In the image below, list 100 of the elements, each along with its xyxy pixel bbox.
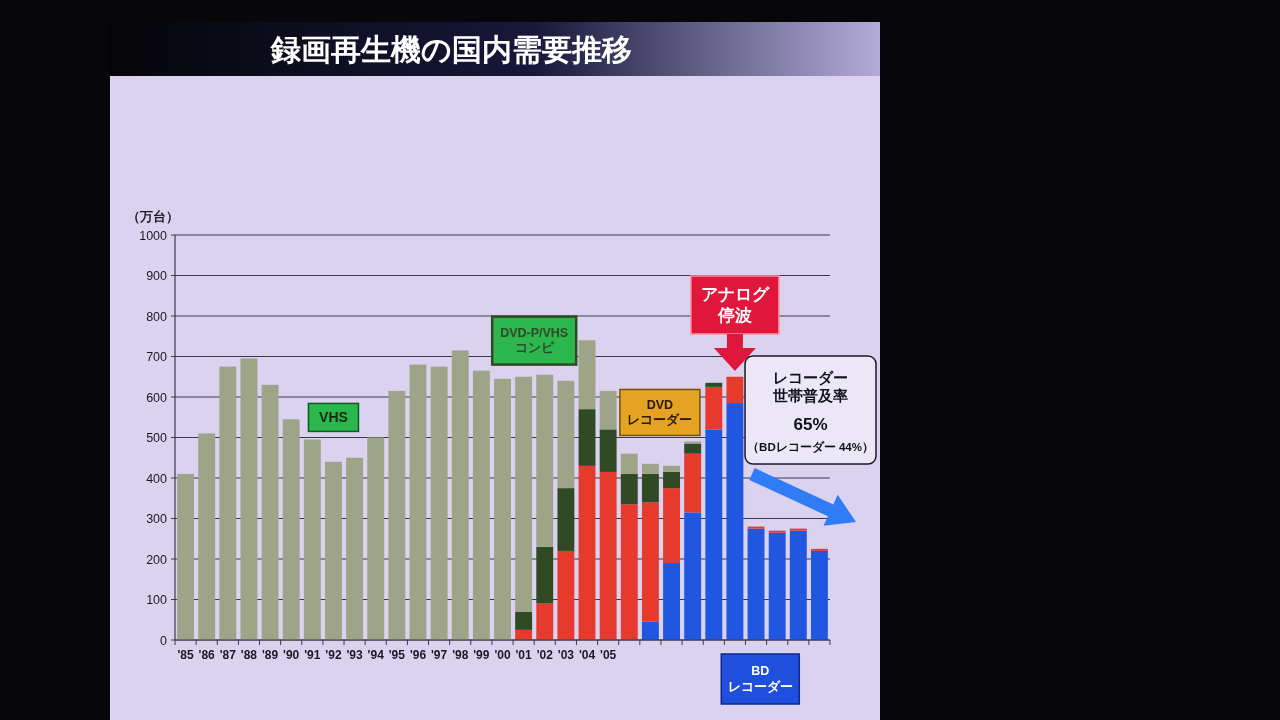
bar — [684, 512, 702, 640]
bar — [536, 546, 554, 604]
bar — [768, 532, 786, 640]
bar — [557, 488, 575, 551]
bar — [599, 390, 617, 430]
series-label: DVD レコーダー — [627, 397, 693, 428]
bar — [536, 603, 554, 640]
bar — [409, 364, 427, 640]
bar — [388, 390, 406, 640]
x-tick-label: '01 — [515, 648, 533, 662]
bar — [515, 611, 533, 630]
x-tick-label: '96 — [409, 648, 427, 662]
bar — [747, 528, 765, 640]
bar — [261, 384, 279, 640]
bar — [726, 376, 744, 404]
bar — [747, 526, 765, 529]
bar — [684, 443, 702, 454]
bar — [663, 488, 680, 564]
bar — [472, 370, 490, 640]
bar — [177, 473, 195, 640]
y-tick-label: 200 — [146, 552, 168, 567]
bar — [684, 453, 702, 513]
x-tick-label: '03 — [557, 648, 575, 662]
bar — [303, 439, 321, 640]
bar — [515, 376, 533, 612]
bar — [282, 419, 300, 640]
annotation: レコーダー世帯普及率 — [772, 369, 848, 404]
bar — [620, 504, 638, 640]
bar — [494, 378, 511, 640]
text: DVD-P/VHS コンビ — [500, 325, 569, 356]
bar — [367, 437, 385, 640]
y-tick-label: 1000 — [139, 228, 168, 243]
bar — [641, 502, 659, 622]
x-tick-label: '00 — [494, 648, 511, 662]
x-tick-label: '95 — [388, 648, 406, 662]
bar — [240, 358, 258, 640]
bar — [599, 471, 617, 640]
annotation: （BDレコーダー 44%） — [747, 439, 874, 454]
bar — [219, 366, 237, 640]
bar — [663, 465, 680, 472]
x-tick-label: '94 — [367, 648, 385, 662]
annotation: アナログ停波 — [700, 284, 770, 326]
y-tick-label: 100 — [146, 593, 168, 607]
bar — [789, 530, 807, 640]
bar — [430, 366, 448, 640]
x-tick-label: '99 — [473, 648, 490, 662]
bar — [557, 550, 575, 640]
bar — [641, 473, 659, 503]
bar — [663, 471, 680, 489]
bar — [768, 530, 786, 533]
bar — [620, 473, 638, 505]
bar — [663, 563, 680, 640]
x-tick-label: '92 — [325, 648, 342, 662]
bar — [578, 465, 596, 640]
bar — [641, 621, 659, 640]
y-tick-label: 700 — [146, 350, 168, 364]
y-tick-label: 900 — [146, 269, 168, 283]
series-label: VHS — [319, 408, 348, 425]
bar — [198, 433, 216, 640]
bar — [599, 429, 617, 472]
bar — [705, 429, 723, 640]
bar — [810, 548, 828, 551]
bar — [620, 453, 638, 474]
x-tick-label: '91 — [304, 648, 321, 662]
y-tick-label: 600 — [146, 390, 168, 405]
y-axis-title: （万台） — [127, 209, 179, 225]
bar — [578, 409, 596, 466]
annotation: 65% — [793, 414, 828, 434]
y-tick-label: 500 — [146, 431, 168, 445]
x-tick-label: '04 — [578, 648, 596, 662]
bar — [705, 382, 723, 387]
series-label: BD レコーダー — [727, 664, 793, 694]
chart-title: 録画再生機の国内需要推移 — [269, 32, 632, 66]
bar — [684, 441, 702, 444]
bar — [789, 528, 807, 531]
x-tick-label: '02 — [536, 648, 554, 662]
bar — [346, 457, 364, 640]
bar — [641, 463, 659, 474]
x-tick-label: '87 — [219, 648, 237, 662]
bar — [726, 403, 744, 640]
bar — [705, 386, 723, 430]
x-tick-label: '05 — [600, 648, 617, 662]
bar — [810, 550, 828, 640]
y-tick-label: 0 — [160, 633, 168, 648]
bar — [557, 380, 575, 489]
x-tick-label: '90 — [283, 648, 300, 662]
y-tick-label: 400 — [146, 471, 168, 486]
y-tick-label: 800 — [146, 309, 168, 324]
x-tick-label: '85 — [177, 648, 194, 662]
bar — [451, 350, 469, 640]
bar — [578, 340, 596, 410]
bar — [536, 374, 554, 547]
x-tick-label: '88 — [240, 648, 258, 662]
x-tick-label: '97 — [431, 648, 448, 662]
x-tick-label: '89 — [261, 648, 279, 662]
x-tick-label: '98 — [452, 648, 469, 662]
x-tick-label: '93 — [346, 648, 364, 662]
bar — [325, 461, 342, 640]
x-tick-label: '86 — [198, 648, 216, 662]
y-tick-label: 300 — [146, 512, 168, 526]
